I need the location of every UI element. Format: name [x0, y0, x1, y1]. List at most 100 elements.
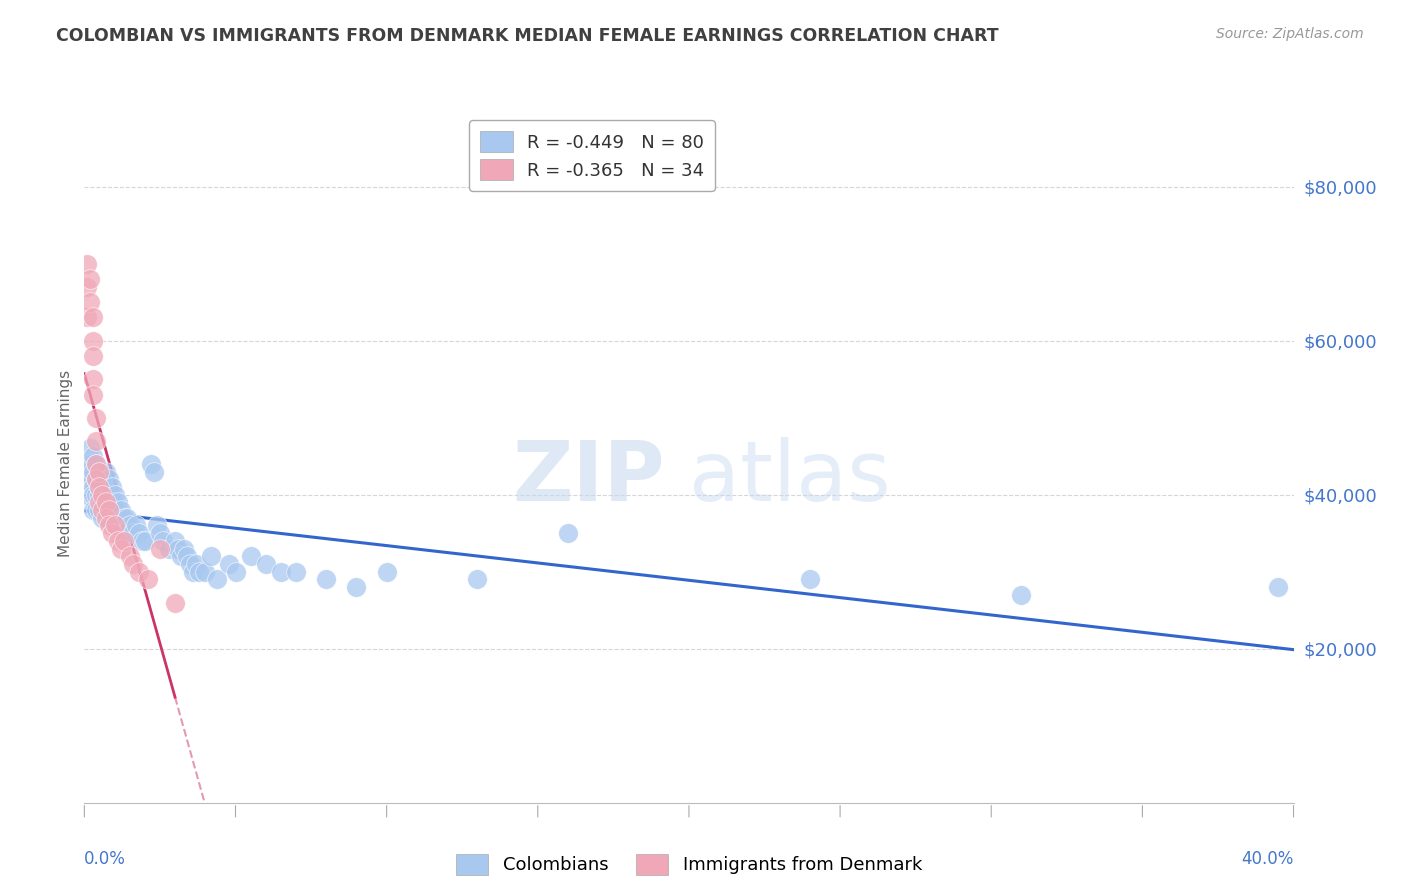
Point: [91, 503, 114, 517]
Point: [200, 549, 222, 564]
Point: [76, 488, 98, 502]
Point: [79, 442, 101, 456]
Point: [136, 573, 159, 587]
Point: [170, 549, 193, 564]
Point: [176, 549, 198, 564]
Text: Source: ZipAtlas.com: Source: ZipAtlas.com: [1216, 27, 1364, 41]
Point: [86, 472, 108, 486]
Point: [149, 526, 172, 541]
Point: [97, 472, 120, 486]
Point: [152, 533, 174, 548]
Point: [157, 541, 180, 556]
Point: [107, 495, 129, 509]
Text: ZIP: ZIP: [512, 437, 665, 518]
Point: [131, 533, 153, 548]
Point: [86, 457, 108, 471]
Point: [121, 526, 143, 541]
Point: [218, 557, 240, 571]
Point: [76, 256, 98, 270]
Point: [284, 565, 308, 579]
Point: [91, 480, 114, 494]
Point: [1267, 580, 1289, 594]
Point: [89, 488, 111, 502]
Point: [115, 510, 138, 524]
Point: [91, 510, 114, 524]
Point: [186, 557, 208, 571]
Point: [149, 541, 172, 556]
Text: 0.0%: 0.0%: [84, 850, 127, 868]
Point: [82, 334, 104, 348]
Point: [467, 573, 489, 587]
Point: [104, 518, 127, 533]
Point: [104, 518, 127, 533]
Point: [79, 295, 101, 310]
Point: [128, 526, 150, 541]
Point: [139, 457, 162, 471]
Point: [91, 472, 114, 486]
Point: [118, 518, 141, 533]
Point: [239, 549, 262, 564]
Point: [173, 541, 195, 556]
Point: [97, 488, 120, 502]
Point: [1010, 588, 1032, 602]
Point: [79, 457, 101, 471]
Point: [112, 526, 135, 541]
Point: [128, 565, 150, 579]
Point: [91, 488, 114, 502]
Text: 40.0%: 40.0%: [1241, 850, 1294, 868]
Point: [86, 434, 108, 448]
Point: [82, 372, 104, 386]
Point: [91, 495, 114, 509]
Point: [167, 541, 190, 556]
Point: [163, 595, 186, 609]
Point: [142, 465, 165, 479]
Point: [89, 465, 111, 479]
Point: [270, 565, 292, 579]
Point: [112, 510, 135, 524]
Point: [82, 387, 104, 401]
Point: [94, 495, 117, 509]
Point: [112, 533, 135, 548]
Point: [100, 526, 122, 541]
Text: COLOMBIAN VS IMMIGRANTS FROM DENMARK MEDIAN FEMALE EARNINGS CORRELATION CHART: COLOMBIAN VS IMMIGRANTS FROM DENMARK MED…: [56, 27, 998, 45]
Point: [346, 580, 368, 594]
Point: [125, 518, 148, 533]
Point: [82, 310, 104, 325]
Point: [82, 349, 104, 363]
Point: [207, 573, 229, 587]
Point: [110, 541, 132, 556]
Point: [188, 565, 211, 579]
Point: [179, 557, 201, 571]
Point: [94, 488, 117, 502]
Point: [76, 310, 98, 325]
Point: [799, 573, 821, 587]
Point: [86, 410, 108, 425]
Text: atlas: atlas: [689, 437, 890, 518]
Point: [315, 573, 337, 587]
Point: [107, 533, 129, 548]
Y-axis label: Median Female Earnings: Median Female Earnings: [58, 370, 73, 558]
Point: [104, 503, 127, 517]
Point: [100, 480, 122, 494]
Point: [89, 495, 111, 509]
Point: [76, 279, 98, 293]
Point: [76, 465, 98, 479]
Point: [86, 488, 108, 502]
Point: [118, 549, 141, 564]
Point: [86, 457, 108, 471]
Point: [89, 503, 111, 517]
Point: [82, 480, 104, 494]
Point: [82, 449, 104, 463]
Point: [121, 557, 143, 571]
Point: [94, 510, 117, 524]
Point: [82, 503, 104, 517]
Point: [82, 488, 104, 502]
Point: [82, 465, 104, 479]
Point: [375, 565, 398, 579]
Point: [94, 503, 117, 517]
Point: [79, 472, 101, 486]
Point: [134, 533, 156, 548]
Point: [181, 565, 204, 579]
Point: [557, 526, 579, 541]
Point: [115, 526, 138, 541]
